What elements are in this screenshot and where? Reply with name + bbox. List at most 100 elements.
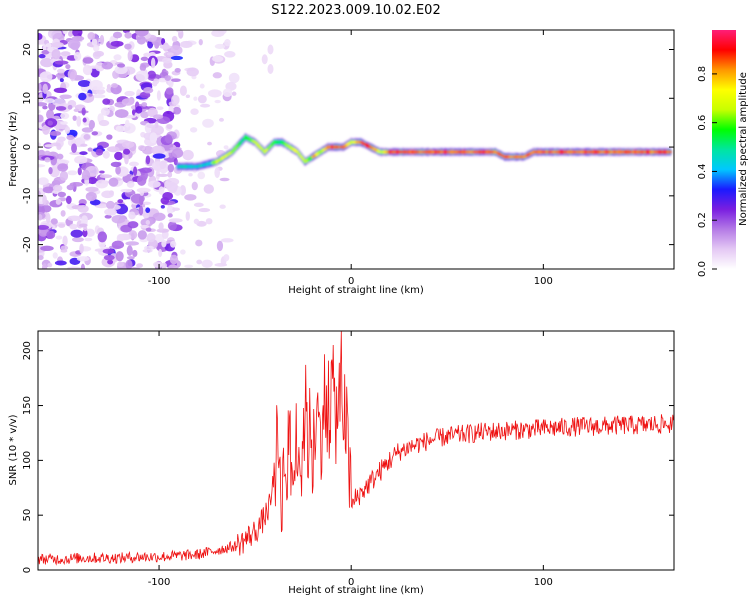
- heatmap-cell: [42, 105, 48, 110]
- heatmap-cell: [197, 94, 207, 104]
- heatmap-cell: [207, 141, 212, 146]
- heatmap-cell: [67, 69, 78, 80]
- heatmap-cell: [59, 78, 64, 83]
- spectrogram-y-tick-label: 20: [22, 43, 33, 56]
- heatmap-ridge-layer: [176, 132, 672, 172]
- heatmap-cell: [38, 114, 44, 123]
- snr-x-tick-label: 0: [348, 577, 354, 588]
- heatmap-cell: [106, 134, 113, 140]
- heatmap-cell: [64, 126, 71, 134]
- heatmap-cell: [38, 53, 46, 59]
- heatmap-cell: [158, 249, 163, 258]
- heatmap-cell: [102, 248, 115, 254]
- heatmap-cell: [45, 43, 52, 48]
- heatmap-cell: [117, 199, 124, 204]
- heatmap-cell: [136, 263, 143, 268]
- heatmap-cell: [79, 243, 84, 254]
- heatmap-cell: [62, 30, 68, 35]
- heatmap-cell: [77, 79, 91, 87]
- heatmap-cell: [82, 117, 87, 123]
- heatmap-cell: [70, 229, 83, 238]
- snr-y-axis: 0 50 100 150 200: [22, 341, 674, 573]
- heatmap-cell: [184, 194, 197, 201]
- heatmap-cell: [152, 212, 166, 221]
- heatmap-ridge-cell: [301, 157, 305, 161]
- heatmap-cell: [54, 260, 67, 266]
- heatmap-cell: [71, 236, 84, 243]
- heatmap-cell: [223, 145, 229, 150]
- heatmap-cell: [140, 224, 150, 229]
- spectrogram-x-tick-label: 0: [348, 276, 354, 287]
- heatmap-cell: [69, 151, 82, 156]
- snr-x-tick-label: -100: [148, 577, 171, 588]
- heatmap-cell: [59, 94, 72, 100]
- heatmap-cell: [45, 212, 51, 224]
- heatmap-cell: [172, 106, 182, 115]
- heatmap-ridge-cell: [584, 149, 588, 154]
- heatmap-cell: [117, 63, 126, 68]
- heatmap-cell: [51, 41, 64, 48]
- heatmap-cell: [67, 266, 81, 269]
- heatmap-cell: [185, 211, 190, 221]
- heatmap-cell: [38, 83, 42, 92]
- heatmap-cell: [152, 114, 164, 120]
- spectrogram-y-tick-label: -10: [22, 188, 33, 204]
- heatmap-cell: [167, 171, 173, 178]
- heatmap-cell: [197, 171, 206, 180]
- heatmap-cell: [135, 30, 149, 37]
- heatmap-cell: [57, 159, 70, 165]
- colorbar-tick-label: 0.0: [697, 261, 708, 277]
- heatmap-cell: [169, 254, 179, 265]
- heatmap-cell: [219, 117, 224, 122]
- heatmap-cell: [44, 98, 55, 104]
- heatmap-cell: [222, 88, 233, 98]
- heatmap-cell: [128, 211, 136, 220]
- heatmap-cell: [124, 153, 129, 165]
- heatmap-cell: [81, 107, 86, 116]
- heatmap-cell: [128, 161, 139, 167]
- heatmap-cell: [211, 30, 225, 38]
- heatmap-cell: [91, 38, 98, 46]
- heatmap-cell: [85, 186, 99, 192]
- heatmap-cell: [130, 193, 145, 204]
- heatmap-cell: [182, 149, 194, 161]
- heatmap-cell: [72, 30, 83, 38]
- heatmap-cell: [145, 155, 151, 165]
- heatmap-cell: [38, 255, 44, 261]
- heatmap-cell: [99, 34, 105, 45]
- heatmap-cell: [140, 111, 149, 119]
- heatmap-cell: [267, 44, 274, 55]
- spectrogram-y-tick-label: 10: [22, 92, 33, 105]
- heatmap-cell: [174, 67, 181, 73]
- heatmap-cell: [165, 177, 180, 186]
- heatmap-cell: [80, 143, 88, 147]
- snr-x-axis: -100 0 100: [148, 331, 553, 588]
- heatmap-cell: [102, 98, 111, 105]
- heatmap-cell: [53, 87, 68, 94]
- heatmap-cell: [138, 145, 146, 151]
- heatmap-cell: [50, 218, 58, 225]
- heatmap-cell: [87, 147, 93, 152]
- spectrogram-y-tick-label: -20: [22, 236, 33, 252]
- colorbar-tick-label: 0.2: [697, 212, 708, 228]
- heatmap-cell: [214, 263, 228, 267]
- heatmap-cell: [95, 89, 106, 95]
- heatmap-cell: [82, 57, 94, 64]
- spectrogram-frame: [37, 29, 675, 270]
- heatmap-cell: [72, 115, 77, 121]
- heatmap-cell: [170, 55, 183, 61]
- heatmap-ridge-cell: [263, 150, 267, 154]
- heatmap-cell: [126, 245, 133, 256]
- heatmap-cell: [111, 83, 118, 88]
- heatmap-cell: [161, 57, 172, 64]
- heatmap-cell: [49, 130, 62, 136]
- heatmap-cell: [188, 173, 193, 177]
- snr-x-tick-label: 100: [534, 577, 553, 588]
- heatmap-cell: [172, 207, 180, 211]
- heatmap-cell: [60, 121, 68, 125]
- heatmap-cell: [88, 93, 93, 97]
- heatmap-cell: [77, 167, 82, 176]
- heatmap-cell: [38, 177, 49, 186]
- heatmap-cell: [146, 232, 156, 243]
